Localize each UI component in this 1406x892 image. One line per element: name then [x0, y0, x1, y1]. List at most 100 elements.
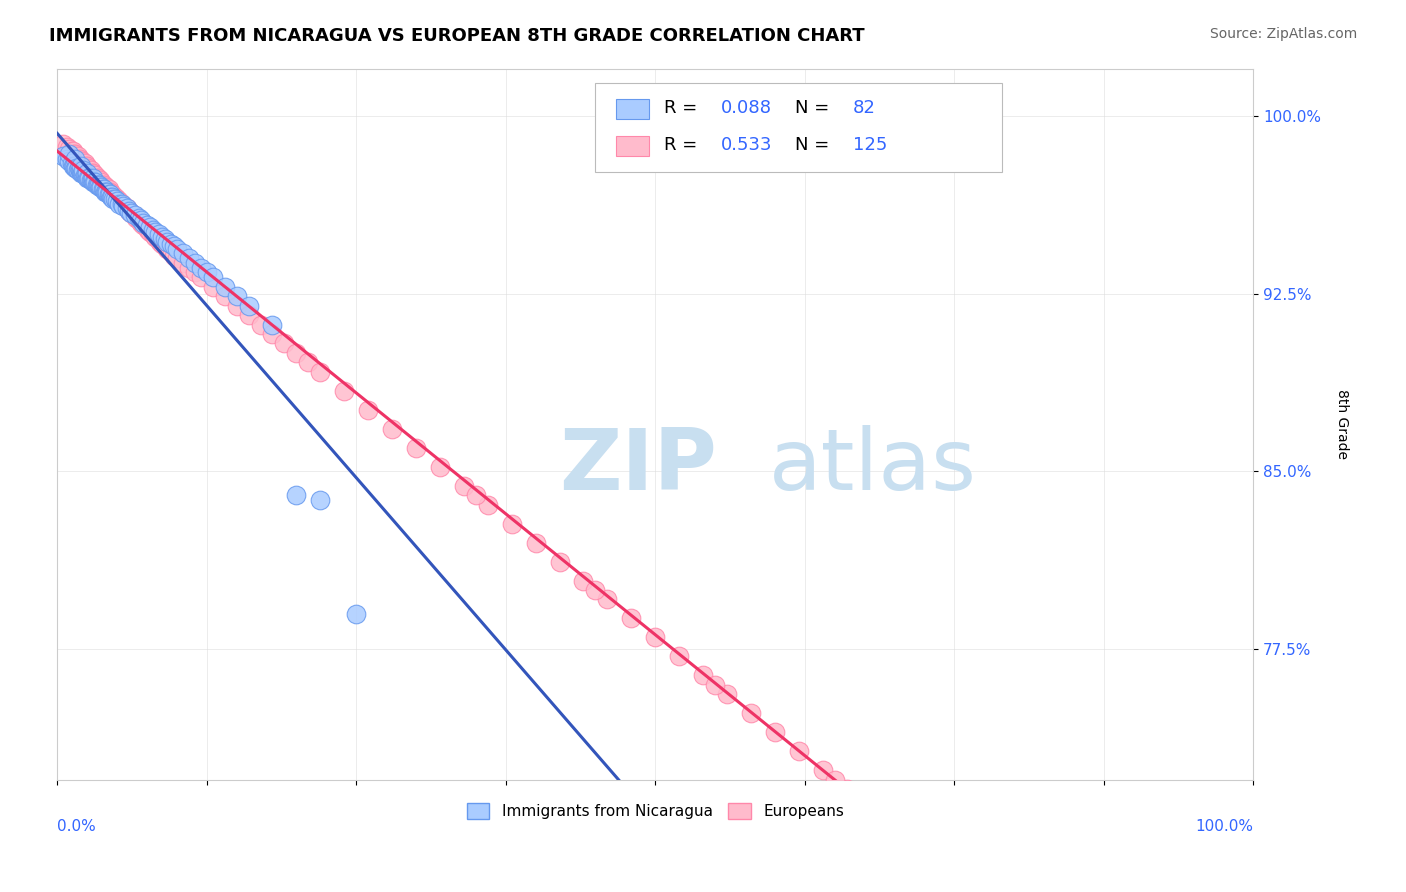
Point — [66, 149, 89, 163]
Point — [156, 242, 179, 256]
Point — [58, 153, 80, 168]
Point — [172, 256, 194, 270]
Point — [79, 163, 101, 178]
Point — [62, 159, 84, 173]
Point — [90, 175, 112, 189]
Point — [273, 336, 295, 351]
Point — [135, 218, 157, 232]
Point — [501, 516, 523, 531]
Point — [172, 246, 194, 260]
Point — [70, 159, 93, 173]
Point — [285, 346, 308, 360]
Point — [105, 192, 128, 206]
Point — [60, 156, 83, 170]
Point — [152, 236, 174, 251]
Point — [52, 137, 75, 152]
Point — [83, 168, 105, 182]
Point — [405, 441, 427, 455]
Point — [104, 189, 127, 203]
Point — [58, 142, 80, 156]
Point — [122, 209, 145, 223]
Point — [136, 223, 159, 237]
Bar — [616, 99, 650, 119]
Point — [135, 220, 157, 235]
Point — [548, 555, 571, 569]
Point — [72, 166, 94, 180]
Point — [104, 192, 127, 206]
Text: N =: N = — [796, 99, 835, 117]
Point — [108, 196, 131, 211]
Point — [79, 163, 101, 178]
Point — [125, 211, 148, 225]
Point — [70, 153, 93, 168]
Point — [55, 140, 77, 154]
Text: N =: N = — [796, 136, 835, 153]
Point — [120, 206, 142, 220]
Point — [75, 168, 97, 182]
Point — [333, 384, 356, 398]
Point — [98, 185, 121, 199]
Point — [195, 265, 218, 279]
Point — [100, 187, 122, 202]
Point — [166, 251, 188, 265]
Point — [72, 166, 94, 180]
Point — [166, 242, 188, 256]
Point — [835, 782, 858, 797]
Point — [955, 877, 977, 891]
Point — [73, 156, 96, 170]
Point — [86, 178, 108, 192]
Point — [132, 216, 155, 230]
Point — [98, 187, 121, 202]
Point — [811, 763, 834, 777]
Point — [129, 216, 152, 230]
Point — [128, 211, 150, 225]
Point — [66, 163, 89, 178]
Text: R =: R = — [664, 136, 703, 153]
Point — [63, 152, 86, 166]
Point — [943, 867, 966, 881]
Point — [91, 182, 114, 196]
Point — [309, 365, 332, 379]
Point — [153, 232, 176, 246]
Point — [716, 687, 738, 701]
Point — [103, 189, 125, 203]
FancyBboxPatch shape — [596, 83, 1002, 171]
Point — [163, 249, 186, 263]
Point — [90, 180, 112, 194]
Point — [72, 163, 94, 178]
Point — [69, 163, 91, 178]
Point — [309, 492, 332, 507]
Point — [214, 279, 236, 293]
Point — [464, 488, 486, 502]
Point — [101, 187, 124, 202]
Point — [87, 178, 110, 192]
Point — [80, 166, 103, 180]
Point — [93, 182, 115, 196]
Point — [55, 152, 77, 166]
Point — [344, 607, 367, 621]
Point — [824, 772, 846, 787]
Point — [76, 166, 98, 180]
Point — [65, 161, 87, 175]
Point — [225, 299, 247, 313]
Point — [297, 355, 319, 369]
Point — [477, 498, 499, 512]
Point — [89, 180, 111, 194]
Point — [153, 239, 176, 253]
Point — [124, 209, 146, 223]
Point — [184, 265, 207, 279]
Point — [596, 592, 619, 607]
Point — [190, 270, 212, 285]
Point — [82, 166, 104, 180]
Point — [63, 146, 86, 161]
Point — [87, 173, 110, 187]
Point — [148, 227, 170, 242]
Point — [149, 235, 172, 249]
Point — [112, 199, 135, 213]
Point — [70, 166, 93, 180]
Point — [692, 668, 714, 682]
Point — [143, 229, 166, 244]
Text: 0.533: 0.533 — [721, 136, 772, 153]
Point — [97, 182, 120, 196]
Point — [111, 196, 134, 211]
